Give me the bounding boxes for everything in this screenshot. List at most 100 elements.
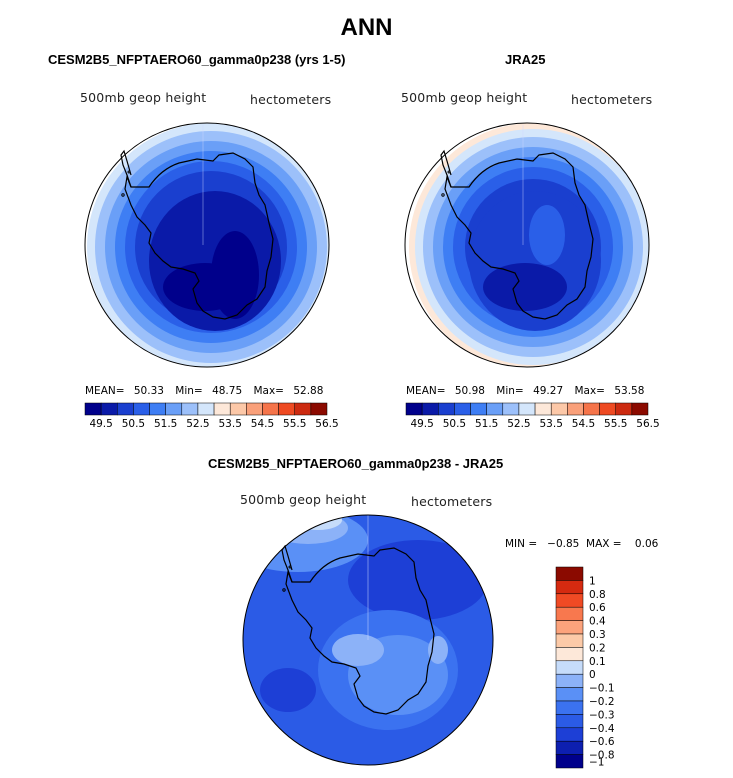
contour-band	[348, 540, 488, 620]
colorbar-tick-label: −0.3	[589, 709, 615, 721]
colorbar-box	[555, 714, 584, 729]
colorbar-box	[555, 606, 584, 621]
colorbar-box	[454, 402, 471, 416]
min-label: Min=	[496, 385, 524, 397]
colorbar-box	[555, 647, 584, 662]
island	[447, 170, 451, 174]
panel-top-left-variable: 500mb geop height	[80, 90, 207, 105]
panel-bottom-units: hectometers	[411, 494, 493, 509]
colorbar-box	[555, 687, 584, 702]
colorbar-box	[599, 402, 616, 416]
colorbar-box	[555, 754, 584, 769]
colorbar-tick-label: 54.5	[572, 418, 595, 430]
colorbar-box	[278, 402, 295, 416]
colorbar-box	[100, 402, 118, 416]
colorbar-box	[555, 593, 584, 608]
colorbar-box	[84, 402, 102, 416]
panel-top-right-title: JRA25	[505, 52, 546, 67]
colorbar-box	[421, 402, 439, 416]
island	[441, 193, 445, 197]
colorbar-box	[567, 402, 584, 416]
contour-band	[268, 515, 348, 544]
island	[288, 565, 292, 569]
colorbar-tick-label: −0.8	[589, 750, 615, 762]
colorbar-tick-label: 0.8	[589, 589, 606, 601]
map-cesm2b5	[84, 122, 330, 368]
island	[282, 588, 286, 592]
colorbar-box	[117, 402, 134, 416]
colorbar-tick-label: 50.5	[443, 418, 466, 430]
island	[127, 170, 131, 174]
contour-band	[332, 634, 384, 666]
colorbar-tick-label: 56.5	[315, 418, 338, 430]
colorbar-box	[555, 633, 584, 648]
colorbar-tick-label: 0.6	[589, 602, 606, 614]
max-value: 52.88	[293, 385, 324, 397]
map-difference	[242, 514, 494, 766]
colorbar-box	[246, 402, 263, 416]
colorbar-tick-label: 55.5	[604, 418, 627, 430]
colorbar-box	[213, 402, 231, 416]
mean-value: 50.33	[133, 385, 164, 397]
max-label: Max=	[253, 385, 284, 397]
colorbar-tick-label: −0.4	[589, 723, 615, 735]
colorbar-tick-label: 53.5	[219, 418, 242, 430]
colorbar-box	[555, 580, 584, 595]
colorbar-tick-label: 51.5	[154, 418, 177, 430]
panel-bottom-minmax: MIN = −0.85 MAX = 0.06	[505, 538, 659, 550]
panel-top-right-variable: 500mb geop height	[401, 90, 528, 105]
colorbar-tick-label: −0.6	[589, 736, 615, 748]
max-label: Max=	[574, 385, 605, 397]
colorbar-tick-label: −0.2	[589, 696, 615, 708]
colorbar-box	[518, 402, 536, 416]
figure-title: ANN	[340, 14, 393, 41]
colorbar-tick-label: 55.5	[283, 418, 306, 430]
colorbar-tick-label: 0.4	[589, 616, 606, 628]
colorbar-tick-label: 52.5	[186, 418, 209, 430]
colorbar-jra25: 49.5 50.5 51.5 52.5 53.5 54.5 55.5 56.5	[405, 402, 660, 430]
colorbar-tick-label: 53.5	[540, 418, 563, 430]
panel-top-right-stats: MEAN= 50.98 Min= 49.27 Max= 53.58	[406, 385, 644, 397]
colorbar-box	[534, 402, 552, 416]
colorbar-box	[502, 402, 520, 416]
colorbar-box	[197, 402, 215, 416]
colorbar-tick-label: 49.5	[89, 418, 112, 430]
panel-top-right-units: hectometers	[571, 92, 653, 107]
colorbar-box	[550, 402, 568, 416]
max-value: 53.58	[614, 385, 645, 397]
colorbar-box	[555, 700, 584, 715]
min-value: 48.75	[212, 385, 243, 397]
panel-bottom-variable: 500mb geop height	[240, 492, 367, 507]
contour-band	[483, 263, 567, 311]
colorbar-box	[181, 402, 199, 416]
colorbar-box	[555, 673, 584, 688]
colorbar-difference: 1 0.80.6 0.40.30.2 0.10 −0.1−0.2−0.3 −0.4−0.6…	[555, 566, 615, 769]
colorbar-tick-label: 56.5	[636, 418, 659, 430]
contour-band	[529, 205, 565, 265]
map-fill	[409, 123, 649, 367]
panel-top-left-stats: MEAN= 50.33 Min= 48.75 Max= 52.88	[85, 385, 323, 397]
colorbar-tick-label: 0.1	[589, 656, 606, 668]
colorbar-tick-label: 1	[589, 575, 596, 587]
colorbar-box	[615, 402, 633, 416]
colorbar-tick-label: 0.3	[589, 629, 606, 641]
mean-label: MEAN=	[85, 385, 125, 397]
mean-value: 50.98	[454, 385, 485, 397]
colorbar-box	[555, 620, 584, 635]
map-fill	[87, 123, 329, 367]
map-jra25	[404, 122, 650, 368]
panel-bottom-title: CESM2B5_NFPTAERO60_gamma0p238 - JRA25	[208, 456, 504, 471]
panel-top-left-units: hectometers	[250, 92, 332, 107]
colorbar-cesm2b5: 49.5 50.5 51.5 52.5 53.5 54.5 55.5 56.5	[84, 402, 339, 430]
panel-top-left-title: CESM2B5_NFPTAERO60_gamma0p238 (yrs 1-5)	[48, 52, 346, 67]
colorbar-tick-label: −1	[589, 756, 604, 768]
min-label: Min=	[175, 385, 203, 397]
colorbar-box	[405, 402, 423, 416]
contour-band	[211, 231, 259, 319]
island	[121, 193, 125, 197]
colorbar-box	[486, 402, 504, 416]
colorbar-box	[555, 566, 584, 581]
colorbar-tick-label: 54.5	[251, 418, 274, 430]
contour-band	[428, 636, 448, 664]
colorbar-box	[555, 660, 584, 675]
